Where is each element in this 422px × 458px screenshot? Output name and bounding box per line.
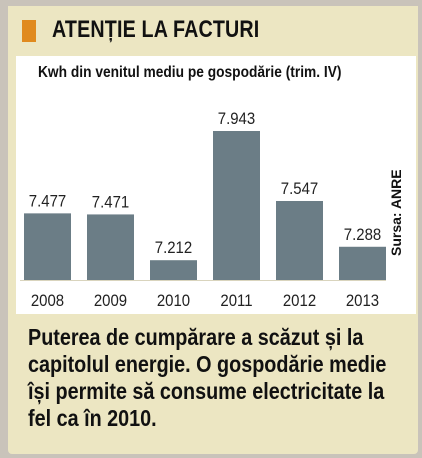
- x-tick-2010: 2010: [157, 292, 190, 310]
- page-title: ATENȚIE LA FACTURI: [52, 16, 260, 43]
- source-label: Sursa: ANRE: [388, 169, 404, 256]
- data-label-2011: 7.943: [218, 110, 256, 128]
- header: ATENȚIE LA FACTURI: [8, 6, 418, 44]
- data-label-2010: 7.212: [155, 239, 193, 257]
- bar-2008: [24, 213, 71, 280]
- data-label-2008: 7.477: [29, 193, 67, 211]
- chart-panel: Kwh din venitul mediu pe gospodărie (tri…: [16, 56, 416, 314]
- bar-2010: [150, 260, 197, 280]
- x-tick-2008: 2008: [31, 292, 64, 310]
- data-label-2013: 7.288: [344, 226, 382, 244]
- bar-2012: [276, 200, 323, 280]
- data-label-2009: 7.471: [92, 194, 130, 212]
- x-tick-2011: 2011: [220, 292, 252, 310]
- bar-2011: [213, 131, 260, 280]
- bar-2009: [87, 214, 134, 280]
- chart-title: Kwh din venitul mediu pe gospodărie (tri…: [38, 64, 342, 81]
- title-accent-bar: [22, 20, 36, 42]
- data-label-2012: 7.547: [281, 180, 319, 198]
- caption-text: Puterea de cumpărare a scăzut și la capi…: [28, 324, 387, 431]
- x-tick-2012: 2012: [283, 292, 316, 310]
- bar-chart: 7.477 2008 7.471 2009 7.212 2010 7.943 2011 7.54…: [20, 110, 386, 310]
- bar-2013: [339, 246, 386, 280]
- infographic-card: ATENȚIE LA FACTURI Kwh din venitul mediu…: [8, 6, 418, 454]
- x-tick-2013: 2013: [346, 292, 379, 310]
- x-tick-2009: 2009: [94, 292, 127, 310]
